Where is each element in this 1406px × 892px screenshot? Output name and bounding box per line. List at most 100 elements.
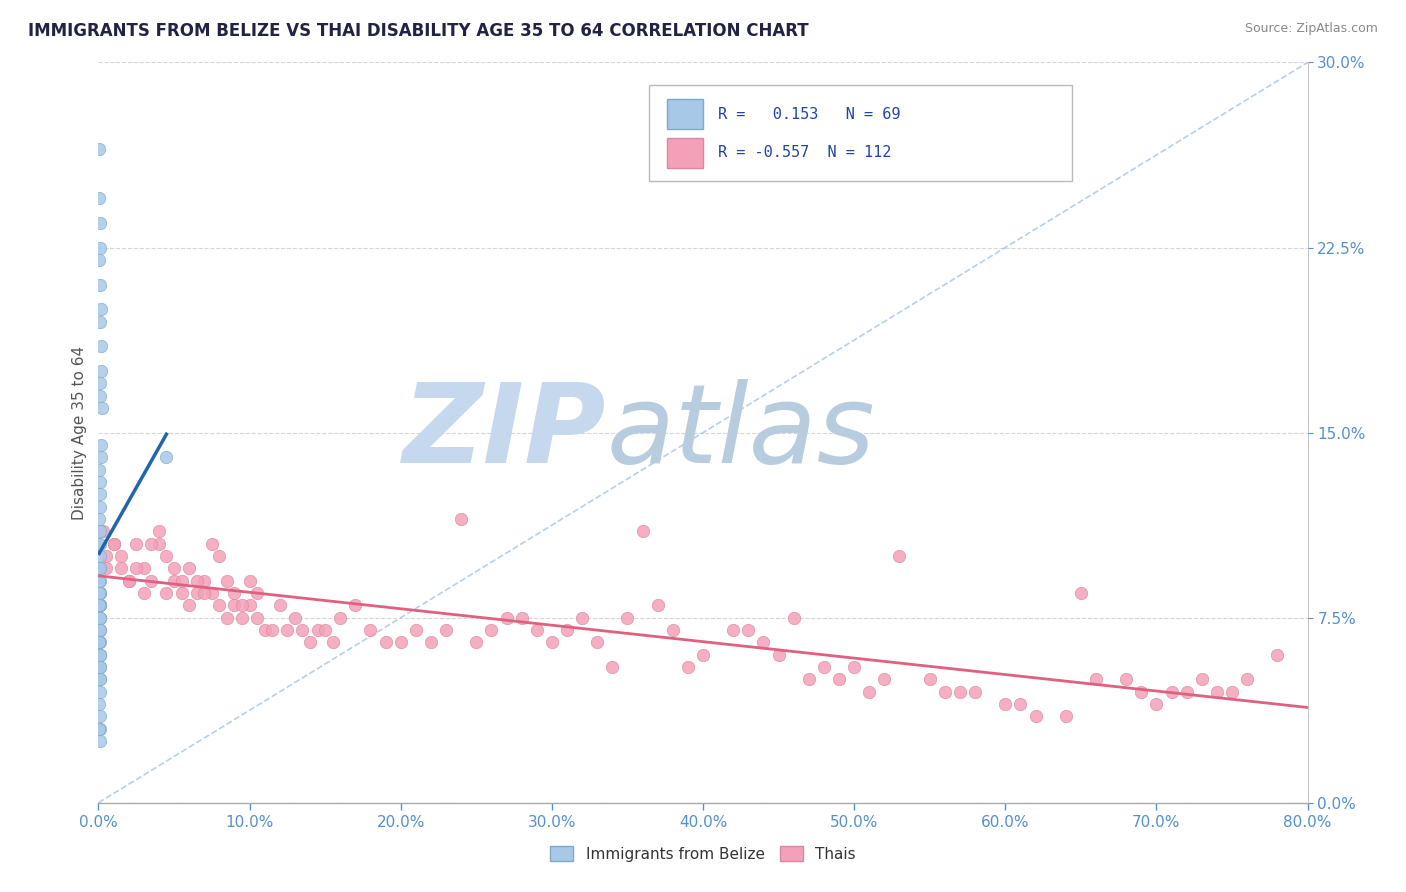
Point	[155, 450, 177, 465]
Point	[89, 673, 111, 687]
Point	[949, 685, 972, 699]
Point	[89, 536, 111, 550]
Point	[89, 524, 111, 539]
Point	[239, 599, 262, 613]
Point	[201, 536, 224, 550]
Point	[89, 610, 111, 624]
Point	[163, 561, 186, 575]
Point	[540, 635, 562, 649]
Point	[616, 610, 638, 624]
Text: IMMIGRANTS FROM BELIZE VS THAI DISABILITY AGE 35 TO 64 CORRELATION CHART: IMMIGRANTS FROM BELIZE VS THAI DISABILIT…	[28, 22, 808, 40]
Point	[1054, 709, 1077, 723]
Point	[495, 610, 517, 624]
Point	[163, 574, 186, 588]
Point	[89, 462, 111, 476]
Point	[89, 648, 111, 662]
Point	[89, 216, 111, 230]
Point	[389, 635, 412, 649]
Point	[1024, 709, 1046, 723]
Text: R =   0.153   N = 69: R = 0.153 N = 69	[717, 107, 900, 122]
Point	[481, 623, 503, 637]
Point	[828, 673, 851, 687]
Point	[314, 623, 336, 637]
Point	[90, 438, 112, 452]
Point	[224, 586, 246, 600]
Point	[208, 549, 231, 563]
Point	[1206, 685, 1229, 699]
Point	[555, 623, 578, 637]
Point	[89, 586, 111, 600]
Point	[89, 487, 111, 501]
Point	[276, 623, 298, 637]
Point	[90, 302, 112, 317]
Point	[89, 660, 111, 674]
Point	[1010, 697, 1032, 711]
Point	[89, 549, 111, 563]
Point	[94, 549, 117, 563]
Point	[118, 574, 141, 588]
Point	[89, 586, 111, 600]
Point	[1115, 673, 1137, 687]
Point	[291, 623, 314, 637]
Point	[118, 574, 141, 588]
Point	[89, 142, 111, 156]
Point	[89, 685, 111, 699]
Point	[269, 599, 291, 613]
Point	[148, 536, 170, 550]
Point	[1267, 648, 1289, 662]
Point	[1191, 673, 1213, 687]
Point	[89, 561, 111, 575]
Point	[89, 623, 111, 637]
Point	[89, 536, 111, 550]
Point	[89, 599, 111, 613]
Point	[1085, 673, 1108, 687]
Point	[571, 610, 593, 624]
Point	[186, 574, 208, 588]
Point	[89, 561, 111, 575]
Point	[89, 574, 111, 588]
Point	[155, 549, 177, 563]
Point	[89, 709, 111, 723]
Point	[1220, 685, 1243, 699]
Point	[89, 574, 111, 588]
Point	[239, 574, 262, 588]
Point	[586, 635, 609, 649]
Point	[94, 561, 117, 575]
Point	[89, 388, 111, 402]
Point	[170, 574, 193, 588]
Point	[110, 561, 132, 575]
Point	[246, 610, 269, 624]
Point	[89, 610, 111, 624]
Point	[179, 599, 201, 613]
Point	[231, 610, 253, 624]
Point	[768, 648, 790, 662]
Point	[692, 648, 714, 662]
Point	[193, 574, 215, 588]
Point	[676, 660, 699, 674]
Point	[110, 549, 132, 563]
Point	[89, 191, 111, 205]
Point	[526, 623, 548, 637]
Point	[797, 673, 820, 687]
Point	[89, 673, 111, 687]
Point	[89, 648, 111, 662]
Point	[89, 635, 111, 649]
Point	[89, 722, 111, 736]
Point	[215, 574, 238, 588]
Y-axis label: Disability Age 35 to 64: Disability Age 35 to 64	[72, 345, 87, 520]
Point	[89, 648, 111, 662]
Point	[89, 475, 111, 489]
Point	[90, 364, 112, 378]
Point	[374, 635, 396, 649]
Point	[89, 610, 111, 624]
Point	[89, 599, 111, 613]
Point	[631, 524, 654, 539]
Point	[647, 599, 669, 613]
Point	[994, 697, 1017, 711]
Point	[262, 623, 284, 637]
Point	[201, 586, 224, 600]
Point	[89, 610, 111, 624]
Point	[193, 586, 215, 600]
Point	[90, 450, 112, 465]
Point	[155, 586, 177, 600]
